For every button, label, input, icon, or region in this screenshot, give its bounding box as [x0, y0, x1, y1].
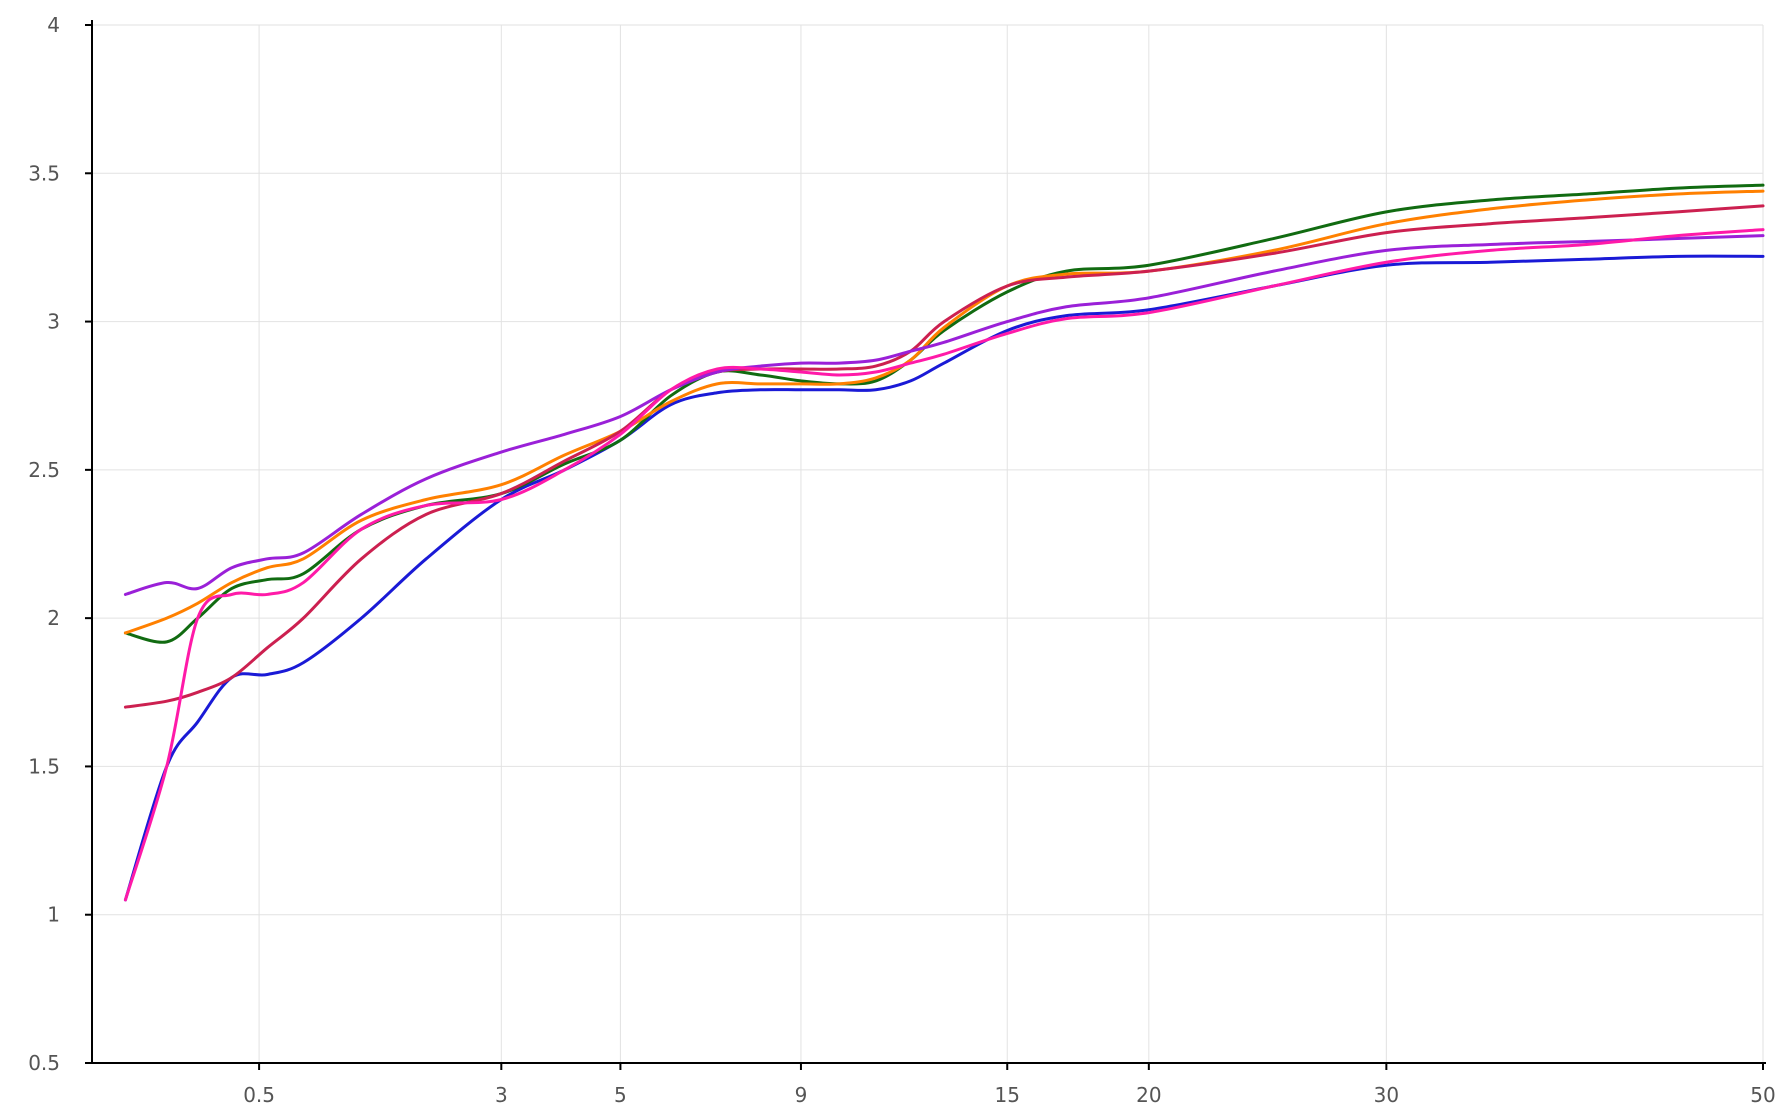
y-tick-label: 1.5: [28, 754, 60, 778]
x-tick-label: 9: [795, 1083, 808, 1107]
axis-layer: [85, 20, 1766, 1070]
y-tick-label: 3.5: [28, 161, 60, 185]
y-tick-label: 2: [47, 606, 60, 630]
series-line-4: [123, 204, 1765, 709]
grid-layer: [92, 24, 1764, 1063]
x-tick-label: 3: [495, 1083, 508, 1107]
tick-label-layer: 0.5 1 1.5 2 2.5 3 3.5 4 0.5 3 5 9 15 20 30 50: [28, 13, 1776, 1107]
x-tick-label: 15: [995, 1083, 1020, 1107]
y-tick-label: 0.5: [28, 1051, 60, 1075]
series-line-5: [123, 234, 1765, 596]
x-tick-label: 5: [614, 1083, 627, 1107]
y-tick-label: 3: [47, 310, 60, 334]
x-tick-label: 50: [1750, 1083, 1775, 1107]
x-tick-label: 30: [1374, 1083, 1399, 1107]
series-line-2: [123, 183, 1765, 644]
series-line-6: [123, 228, 1765, 902]
series-line-1: [123, 254, 1765, 902]
series-layer: [123, 183, 1765, 902]
x-tick-label: 20: [1136, 1083, 1161, 1107]
series-line-3: [123, 189, 1765, 635]
x-tick-label: 0.5: [243, 1083, 275, 1107]
y-tick-label: 4: [47, 13, 60, 37]
y-tick-label: 1: [47, 903, 60, 927]
y-tick-label: 2.5: [28, 458, 60, 482]
